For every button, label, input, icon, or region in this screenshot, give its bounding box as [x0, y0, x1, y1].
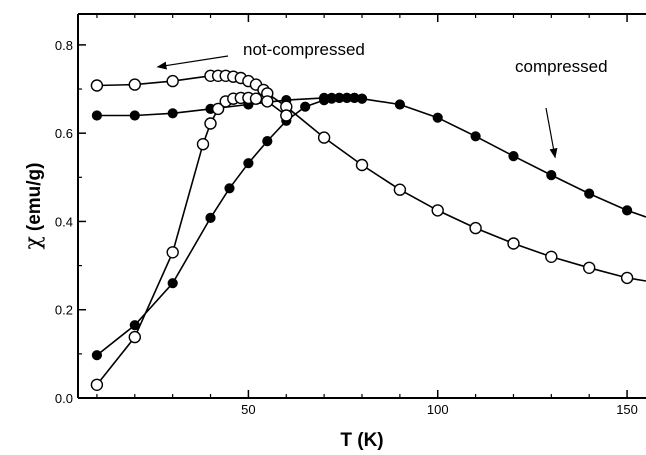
not-compressed-point — [90, 79, 104, 92]
y-axis-label: χ (emu/g) — [21, 163, 46, 250]
y-tick-label: 0.8 — [55, 38, 73, 53]
not-compressed-point — [280, 109, 293, 122]
annotation-arrow-compressed — [545, 107, 558, 159]
y-axis-symbol: χ — [21, 236, 46, 249]
compressed-point — [205, 212, 216, 223]
compressed-point — [91, 350, 103, 361]
compressed-point — [243, 158, 254, 169]
compressed-point — [300, 101, 311, 112]
not-compressed-point — [166, 246, 179, 259]
y-tick-label: 0.4 — [55, 214, 73, 229]
compressed-point — [432, 112, 443, 123]
axes: 50 100 150 0.0 0.2 0.4 0.6 0.8 T (K) χ (emu/g) — [21, 13, 646, 451]
not-compressed-point — [211, 102, 225, 116]
not-compressed-point — [507, 237, 520, 250]
not-compressed-line-upper — [96, 75, 646, 282]
annotation-not-compressed: not-compressed — [243, 40, 365, 59]
compressed-point — [546, 170, 557, 181]
not-compressed-point — [128, 78, 142, 91]
not-compressed-point — [128, 330, 142, 344]
annotation-arrow-not-compressed — [156, 55, 229, 70]
compressed-point — [167, 278, 178, 289]
series-layer — [90, 69, 646, 391]
y-tick-label: 0.0 — [55, 391, 73, 406]
y-axis-unit: (emu/g) — [24, 163, 45, 232]
compressed-point — [91, 110, 103, 121]
compressed-point — [262, 136, 273, 147]
compressed-point — [508, 151, 519, 162]
compressed-point — [356, 93, 368, 104]
not-compressed-point — [583, 261, 596, 274]
not-compressed-point — [261, 95, 274, 108]
annotations: not-compressed compressed — [156, 40, 608, 159]
not-compressed-point — [317, 131, 331, 144]
x-tick-label: 50 — [241, 402, 255, 417]
not-compressed-line-lower — [96, 97, 287, 386]
not-compressed-point — [166, 74, 179, 88]
y-tick-label: 0.2 — [55, 303, 73, 318]
not-compressed-point — [431, 204, 444, 217]
not-compressed-point — [620, 271, 634, 285]
x-axis-label: T (K) — [340, 430, 383, 451]
compressed-point — [394, 99, 405, 110]
compressed-point — [167, 108, 178, 119]
not-compressed-point — [393, 183, 407, 196]
compressed-point — [584, 188, 595, 199]
x-tick-label: 100 — [427, 402, 449, 417]
not-compressed-point — [545, 250, 558, 263]
not-compressed-point — [249, 92, 263, 105]
annotation-compressed: compressed — [515, 57, 608, 76]
not-compressed-point — [469, 221, 482, 235]
not-compressed-point — [196, 137, 210, 151]
not-compressed-point — [355, 158, 369, 172]
compressed-line-upper — [96, 97, 646, 218]
compressed-point — [129, 110, 140, 121]
not-compressed-point — [90, 378, 104, 391]
x-tick-label: 150 — [616, 402, 638, 417]
compressed-point — [470, 131, 481, 142]
compressed-point — [224, 183, 235, 194]
y-tick-label: 0.6 — [55, 126, 73, 141]
not-compressed-point — [204, 117, 217, 130]
compressed-point — [622, 205, 633, 216]
